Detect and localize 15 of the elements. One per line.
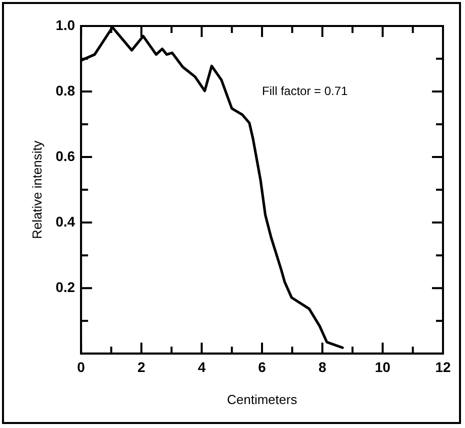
y-axis-title: Relative intensity — [29, 140, 44, 239]
x-tick-label: 12 — [435, 358, 451, 375]
y-tick-label: 0.2 — [56, 278, 76, 295]
y-tick-label: 0.8 — [56, 82, 76, 98]
y-tick-label: 0.6 — [56, 148, 76, 164]
x-tick-label: 4 — [198, 358, 206, 375]
x-axis-title: Centimeters — [226, 392, 298, 407]
x-tick-label: 8 — [318, 358, 326, 375]
x-tick-label: 10 — [374, 358, 391, 375]
x-tick-label: 6 — [258, 358, 266, 375]
y-tick-label: 1.0 — [56, 16, 76, 33]
annotation: Fill factor = 0.71 — [262, 84, 348, 98]
y-tick-label: 0.4 — [56, 213, 76, 230]
x-tick-label: 2 — [137, 358, 146, 375]
x-tick-label: 0 — [77, 358, 86, 375]
